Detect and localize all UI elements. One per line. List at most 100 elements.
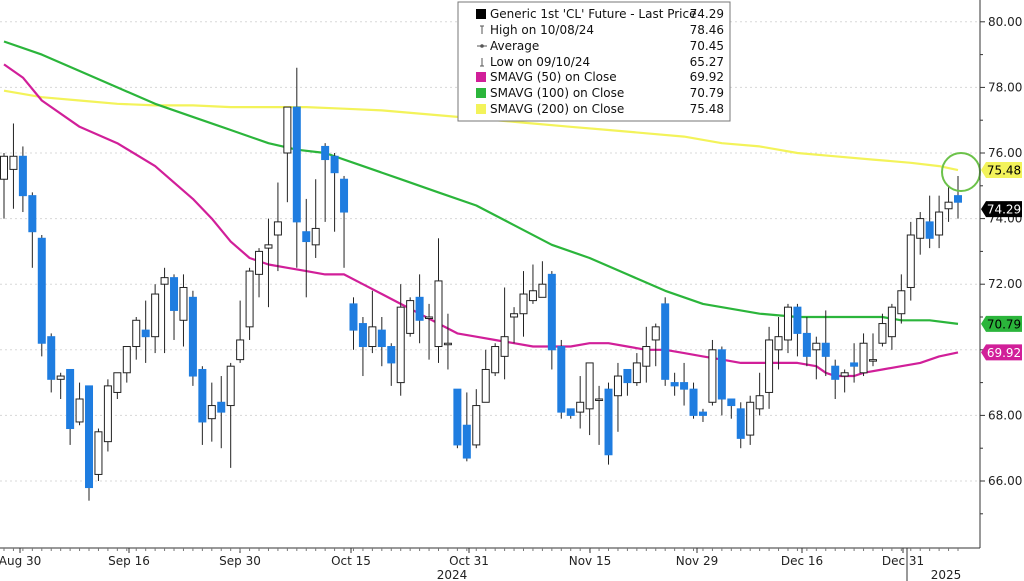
y-tick-label-1: 68.00: [988, 408, 1022, 422]
candle: [198, 366, 207, 445]
candle-body-down: [623, 368, 632, 384]
candle: [916, 212, 925, 255]
candle: [321, 143, 330, 222]
candle-body-down: [680, 382, 689, 390]
candle-body-down: [141, 329, 150, 338]
candle-body-down: [802, 332, 811, 357]
candle-body-up: [255, 250, 264, 275]
candle-body-up: [160, 277, 169, 285]
candle-body-up: [443, 342, 452, 346]
candle-body-up: [132, 319, 141, 348]
value-tag-bg: [981, 344, 1022, 361]
candle-body-down: [47, 336, 56, 380]
candle: [330, 153, 339, 232]
candle-body-up: [585, 362, 594, 410]
highlight-circle: [941, 152, 981, 192]
candle: [226, 362, 235, 468]
legend-value-price: 74.29: [690, 7, 724, 21]
legend-value-high: 78.46: [690, 23, 724, 37]
value-tag-sma50: 69.92: [981, 344, 1022, 361]
candle-body-up: [878, 323, 887, 344]
average-marker-icon: [477, 44, 487, 48]
candle: [500, 287, 509, 380]
candle-body-down: [557, 346, 566, 413]
candle-body-up: [9, 155, 18, 170]
candle-body-down: [698, 411, 707, 416]
legend-label-average: Average: [490, 39, 539, 53]
candle-body-down: [358, 323, 367, 348]
sma50-swatch: [476, 72, 486, 82]
legend-label-sma100: SMAVG (100) on Close: [490, 86, 624, 100]
legend-entry-average: Average 70.45: [477, 39, 724, 53]
candle: [765, 326, 774, 409]
candle-body-up: [113, 372, 122, 393]
legend-entry-low: Low on 09/10/24 65.27: [480, 55, 724, 69]
candle-body-up: [746, 401, 755, 436]
candle: [859, 333, 868, 377]
x-tick-label-1: Sep 16: [108, 554, 150, 568]
candle-body-down: [462, 424, 471, 459]
candle-body-up: [916, 218, 925, 239]
value-tag-bg: [981, 315, 1022, 332]
candle-body-down: [604, 388, 613, 456]
candle: [793, 303, 802, 357]
last-value-tags: 75.48 74.29 70.79 69.92: [981, 162, 1022, 361]
candle: [547, 271, 556, 370]
candle-body-down: [661, 303, 670, 380]
candle-body-up: [151, 293, 160, 338]
candle: [0, 153, 8, 219]
candle-body-up: [406, 300, 415, 334]
candle: [680, 362, 689, 406]
candle: [453, 388, 462, 449]
candle-body-up: [708, 349, 717, 403]
candle-body-up: [94, 431, 103, 475]
candle-body-down: [340, 178, 349, 213]
candle: [727, 398, 736, 419]
candle-body-down: [717, 349, 726, 400]
candle-body-down: [85, 385, 94, 489]
candle: [217, 376, 226, 449]
candle: [377, 317, 386, 367]
candle-body-down: [453, 388, 462, 446]
candle: [576, 376, 585, 429]
candle: [472, 389, 481, 449]
candle-body-up: [576, 401, 585, 413]
candle: [66, 368, 75, 445]
legend-entry-sma50: SMAVG (50) on Close 69.92: [476, 70, 724, 84]
candle: [821, 310, 830, 377]
candle: [566, 408, 575, 419]
candle: [122, 346, 131, 383]
candle: [28, 192, 37, 268]
candle: [868, 333, 877, 367]
candle: [840, 369, 849, 393]
candle-body-down: [850, 362, 859, 367]
candle-body-up: [434, 280, 443, 348]
value-tag-text: 69.92: [987, 346, 1021, 360]
year-label-0: 2024: [437, 568, 468, 581]
candle-body-up: [472, 405, 481, 446]
price-swatch: [476, 9, 486, 19]
candle: [878, 313, 887, 347]
candle-body-up: [179, 286, 188, 321]
x-tick-label-3: Oct 15: [331, 554, 371, 568]
candle-body-up: [56, 375, 65, 380]
candle-body-up: [613, 375, 622, 397]
candle-body-up: [887, 306, 896, 338]
candle-body-down: [66, 368, 75, 430]
candle-body-up: [868, 359, 877, 362]
sma200-swatch: [476, 104, 486, 114]
candle-body-down: [18, 155, 27, 197]
candle: [434, 238, 443, 363]
candle: [557, 339, 566, 419]
candle: [37, 235, 46, 357]
candle: [595, 385, 604, 445]
candle: [273, 182, 282, 272]
candle: [623, 368, 632, 396]
candle-body-up: [944, 201, 953, 210]
legend-label-price: Generic 1st 'CL' Future - Last Price: [490, 7, 697, 21]
legend-entry-sma200: SMAVG (200) on Close 75.48: [476, 102, 724, 116]
candle: [708, 339, 717, 406]
value-tag-bg: [981, 201, 1022, 218]
y-tick-label-0: 66.00: [988, 474, 1022, 488]
